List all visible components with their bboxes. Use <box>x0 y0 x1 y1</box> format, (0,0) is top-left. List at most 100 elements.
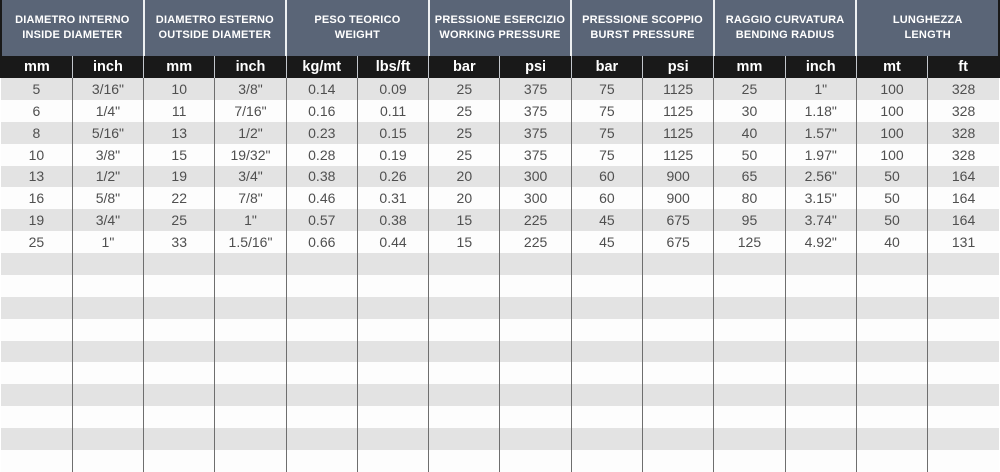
table-cell <box>71 384 144 407</box>
table-cell: 22 <box>143 187 215 210</box>
table-cell <box>784 406 857 428</box>
table-cell <box>784 449 857 472</box>
table-cell <box>927 318 999 341</box>
table-cell: 3/8" <box>214 78 287 100</box>
table-cell <box>214 449 287 472</box>
group-title-english: OUTSIDE DIAMETER <box>158 29 272 41</box>
table-cell: 0.57 <box>285 209 358 232</box>
table-cell: 100 <box>855 143 928 166</box>
table-cell: 1.18" <box>784 99 857 122</box>
table-cell <box>642 296 714 319</box>
table-cell <box>1 384 72 406</box>
table-row: 10 3/8" 15 19/32" 0.28 0.19 25 375 75 1125 50 1.97"… <box>1 143 999 166</box>
unit-header: lbs/ft <box>356 56 429 78</box>
table-cell <box>784 340 857 363</box>
table-cell: 0.66 <box>285 231 358 253</box>
table-cell <box>499 253 572 275</box>
table-cell <box>285 253 358 275</box>
table-cell: 45 <box>570 209 643 232</box>
table-cell <box>642 274 714 297</box>
table-cell: 5 <box>32 80 41 97</box>
table-cell <box>356 384 429 407</box>
table-cell <box>642 318 714 341</box>
table-cell: 0.23 <box>285 121 358 144</box>
table-cell <box>713 296 786 319</box>
table-cell <box>784 318 857 341</box>
table-cell <box>499 428 572 450</box>
table-cell <box>285 340 358 363</box>
table-cell <box>1 297 72 319</box>
table-cell <box>570 274 643 297</box>
table-cell <box>214 406 287 428</box>
table-cell: 328 <box>927 78 999 100</box>
table-cell <box>143 296 215 319</box>
table-cell: 0.19 <box>356 143 429 166</box>
table-cell <box>143 384 215 407</box>
unit-header-row: mm inch mm inch kg/mt lbs/ft bar psi bar psi mm inc… <box>0 56 1000 78</box>
table-cell <box>285 449 358 472</box>
table-cell <box>71 428 144 450</box>
table-cell <box>855 362 928 385</box>
table-cell: 0.11 <box>356 99 429 122</box>
table-row: 13 1/2" 19 3/4" 0.38 0.26 20 300 60 900 65 2.56" 50 1… <box>1 165 999 188</box>
table-cell: 0.14 <box>285 78 358 100</box>
unit-header: psi <box>499 56 572 78</box>
column-group-header-2: DIAMETRO ESTERNO OUTSIDE DIAMETER <box>142 0 287 56</box>
table-cell: 25 <box>143 209 215 232</box>
table-cell: 5/8" <box>71 187 144 210</box>
table-cell: 1125 <box>642 121 714 144</box>
table-cell <box>356 362 429 385</box>
column-group-header-6: RAGGIO CURVATURA BENDING RADIUS <box>712 0 857 56</box>
table-cell: 0.26 <box>356 165 429 188</box>
table-cell <box>285 296 358 319</box>
table-cell <box>570 253 643 275</box>
table-cell <box>570 428 643 450</box>
table-cell <box>71 340 144 363</box>
table-cell <box>784 362 857 385</box>
table-cell <box>214 253 287 275</box>
group-title-italian: RAGGIO CURVATURA <box>725 14 845 27</box>
table-row: 16 5/8" 22 7/8" 0.46 0.31 20 300 60 900 80 3.15" 50 1… <box>1 187 999 210</box>
unit-header: kg/mt <box>285 56 358 78</box>
unit-header: mm <box>143 56 215 78</box>
table-cell <box>855 406 928 428</box>
table-cell: 1/2" <box>214 121 287 144</box>
unit-header: mm <box>713 56 786 78</box>
table-cell: 19 <box>143 165 215 188</box>
table-cell <box>855 340 928 363</box>
table-cell <box>1 319 72 341</box>
table-cell <box>1 341 72 363</box>
table-cell: 328 <box>927 99 999 122</box>
table-cell <box>499 274 572 297</box>
group-title-english: INSIDE DIAMETER <box>22 29 123 41</box>
table-cell <box>570 362 643 385</box>
table-cell <box>499 406 572 428</box>
table-cell: 0.16 <box>285 99 358 122</box>
table-cell <box>784 296 857 319</box>
table-cell <box>642 449 714 472</box>
table-cell <box>143 406 215 428</box>
table-cell <box>570 449 643 472</box>
column-group-header-1: DIAMETRO INTERNO INSIDE DIAMETER <box>0 0 144 56</box>
table-cell: 125 <box>713 231 786 253</box>
table-cell <box>428 384 500 407</box>
table-cell: 131 <box>927 231 999 253</box>
table-cell <box>428 428 500 450</box>
table-cell <box>642 384 714 407</box>
table-cell <box>713 274 786 297</box>
table-row: 5 3/16" 10 3/8" 0.14 0.09 25 375 75 1125 25 1" 100 32… <box>1 78 999 100</box>
table-cell <box>1 362 72 384</box>
table-cell: 3/16" <box>71 78 144 100</box>
group-title-italian: PRESSIONE SCOPPIO <box>582 14 703 27</box>
table-cell: 75 <box>570 121 643 144</box>
table-cell: 1125 <box>642 78 714 100</box>
table-cell: 60 <box>570 165 643 188</box>
table-cell <box>214 428 287 450</box>
table-cell: 0.09 <box>356 78 429 100</box>
table-cell: 10 <box>28 146 45 163</box>
table-cell <box>71 318 144 341</box>
table-cell: 1/2" <box>71 165 144 188</box>
table-cell <box>642 340 714 363</box>
table-cell <box>428 296 500 319</box>
